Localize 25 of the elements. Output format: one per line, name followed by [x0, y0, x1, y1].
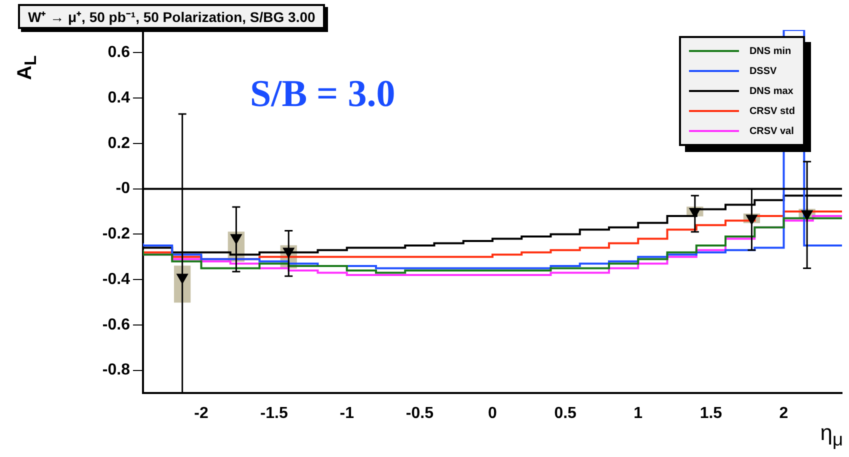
- x-axis-title: η$_{μ}$: [820, 420, 843, 450]
- y-tick-label: 0.4: [108, 89, 130, 106]
- annotation: S/B = 3.0: [250, 72, 396, 116]
- legend-label: DSSV: [749, 66, 777, 76]
- x-tick-label: 1: [634, 405, 643, 422]
- legend-label: DNS max: [749, 86, 794, 96]
- x-tick-label: 0.5: [554, 405, 577, 422]
- x-tick-label: 0: [488, 405, 498, 422]
- y-tick-label: -0: [116, 180, 130, 198]
- chart-title: W⁺ → μ⁺, 50 pb⁻¹, 50 Polarization, S/BG 3.00: [18, 4, 326, 29]
- y-tick-label: 0.2: [108, 134, 130, 152]
- x-tick-label: -2: [194, 405, 208, 422]
- legend-label: CRSV val: [749, 126, 794, 136]
- legend-label: DNS min: [749, 46, 792, 56]
- x-tick-label: -0.5: [406, 405, 434, 422]
- y-tick-label: -0.8: [102, 362, 130, 379]
- x-tick-label: -1.5: [260, 405, 288, 422]
- y-tick-label: -0.2: [102, 226, 130, 243]
- x-tick-label: 2: [779, 405, 788, 422]
- y-tick-label: -0.6: [102, 316, 130, 334]
- y-tick-label: -0.4: [102, 270, 130, 288]
- x-tick-label: -1: [340, 405, 354, 422]
- y-tick-label: 0.6: [108, 44, 130, 62]
- legend-label: CRSV std: [749, 106, 795, 116]
- x-tick-label: 1.5: [700, 405, 722, 422]
